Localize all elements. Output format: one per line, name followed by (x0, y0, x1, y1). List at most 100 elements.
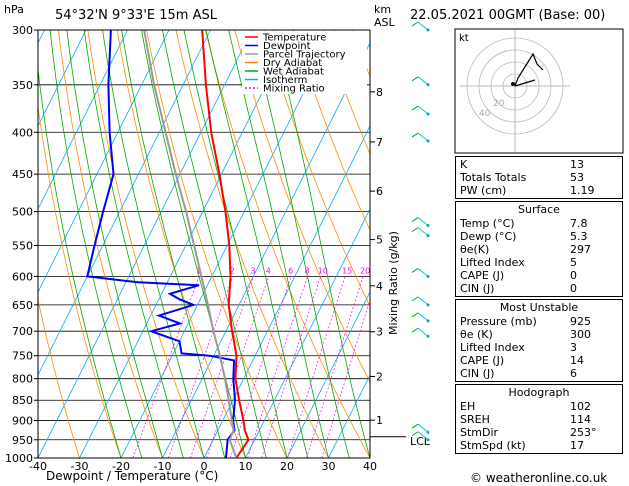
legend-label: Temperature (262, 33, 326, 44)
temperature-tick-label: -40 (29, 460, 47, 473)
mixing-ratio-line (306, 276, 364, 458)
legend-label: Parcel Trajectory (263, 50, 346, 61)
legend-label: Isotherm (263, 75, 307, 86)
dry-adiabat-line (205, 30, 370, 458)
axis-ticks: 3003504004505005506006507007508008509009… (5, 24, 406, 473)
wind-barb (411, 217, 419, 222)
legend-label: Dewpoint (263, 41, 311, 52)
unstable-row: CIN (J) 6 (460, 367, 577, 380)
temperature-tick-label: -20 (112, 460, 130, 473)
legend-label: Mixing Ratio (263, 84, 325, 95)
km-label: km (374, 3, 391, 16)
temperature-tick-label: -30 (71, 460, 89, 473)
wind-barb-dot (426, 139, 430, 143)
wind-barb (411, 312, 419, 318)
x-axis-label: Dewpoint / Temperature (°C) (46, 469, 218, 483)
wet-adiabat-line (38, 65, 122, 458)
pressure-tick-label: 700 (12, 325, 33, 338)
isotherm-line (79, 30, 294, 458)
wind-barb (417, 76, 429, 86)
dry-adiabat-line (38, 297, 80, 458)
unstable-row: Pressure (mb) 925 (460, 315, 591, 328)
location-title: 54°32'N 9°33'E 15m ASL (55, 8, 218, 23)
hpa-label: hPa (4, 3, 24, 16)
km-tick-label: 6 (376, 185, 383, 198)
surface-title: Surface (518, 203, 560, 216)
wet-adiabat-line (121, 30, 226, 458)
wet-adiabat-line (183, 30, 288, 458)
wind-barb (411, 21, 419, 27)
wind-barb (417, 312, 429, 322)
surface-row: CIN (J) 0 (460, 282, 577, 295)
pressure-tick-label: 500 (12, 206, 33, 219)
km-tick-label: 1 (376, 414, 383, 427)
km-tick-label: 7 (376, 136, 383, 149)
plot-frame (37, 29, 371, 459)
wind-barb (411, 431, 419, 437)
mixing-ratio-line (132, 276, 200, 458)
mixing-ratio-label: 3 (251, 266, 256, 275)
hodo-row: SREH 114 (460, 413, 591, 426)
pressure-tick-label: 400 (12, 126, 33, 139)
pressure-tick-label: 900 (12, 415, 33, 428)
wind-barb-dot (426, 334, 430, 338)
hodograph-frame (454, 28, 624, 154)
background-lines: 1 2 3 4 6 8 10 15 20 25 (38, 30, 370, 458)
surface-block: Surface Temp (°C) 7.8 Dewp (°C) 5.3 θe(K) 2… (455, 201, 623, 297)
wind-barb (417, 227, 429, 237)
pressure-tick-label: 450 (12, 168, 33, 181)
pressure-tick-label: 550 (12, 239, 33, 252)
wet-adiabat-line (228, 30, 329, 458)
wind-barb (417, 105, 429, 115)
wind-barb-dot (426, 319, 430, 323)
unstable-row: CAPE (J) 14 (460, 354, 584, 367)
wind-barb (411, 105, 419, 111)
mixing-ratio-label: 1 (196, 266, 201, 275)
km-tick-label: 4 (376, 280, 383, 293)
pressure-tick-label: 750 (12, 350, 33, 363)
wind-barb (411, 76, 419, 82)
hodograph-ring-label: 20 (493, 99, 505, 109)
wind-barb-dot (426, 438, 430, 442)
unstable-row: Lifted Index 3 (460, 341, 577, 354)
hodograph-trace (514, 52, 544, 87)
pressure-tick-label: 950 (12, 434, 33, 447)
temperature-tick-label: 40 (363, 460, 377, 473)
wind-barb (417, 296, 429, 306)
hodo-row: StmDir 253° (460, 426, 597, 439)
wind-barb-dot (426, 83, 430, 87)
isotherm-line (38, 30, 211, 376)
pressure-tick-label: 800 (12, 373, 33, 386)
indices-table: K 13 Totals Totals 53 PW (cm) 1.19 Surface … (455, 156, 623, 456)
dry-adiabat-line (322, 30, 370, 155)
wet-adiabat-line (250, 30, 350, 458)
pressure-tick-label: 650 (12, 299, 33, 312)
copyright: © weatheronline.co.uk (470, 471, 607, 485)
indices-block: K 13 Totals Totals 53 PW (cm) 1.19 (455, 156, 623, 199)
mixing-ratio-line (287, 276, 346, 458)
profile-dewpoint (86, 30, 237, 458)
wind-barb-dot (426, 112, 430, 116)
temperature-tick-label: 0 (201, 460, 208, 473)
wind-barb-dot (426, 28, 430, 32)
hodo-row: StmSpd (kt) 17 (460, 439, 584, 452)
hodograph-ring-label: 40 (479, 109, 491, 119)
profile-parcel-trajectory (143, 30, 238, 458)
isotherm-line (38, 30, 87, 127)
unstable-row: θe (K) 300 (460, 328, 591, 341)
wind-barb (417, 423, 429, 433)
km-tick-label: 8 (376, 86, 383, 99)
temperature-tick-label: -10 (154, 460, 172, 473)
temperature-tick-label: 20 (280, 460, 294, 473)
km-tick-label: 2 (376, 370, 383, 383)
wind-barb (417, 21, 429, 31)
km-tick-label: 3 (376, 326, 383, 339)
most-unstable-title: Most Unstable (499, 301, 579, 314)
mixing-ratio-line (168, 276, 234, 458)
profile-temperature (201, 30, 250, 458)
isotherm-line (286, 291, 370, 458)
dry-adiabat-line (58, 30, 163, 458)
